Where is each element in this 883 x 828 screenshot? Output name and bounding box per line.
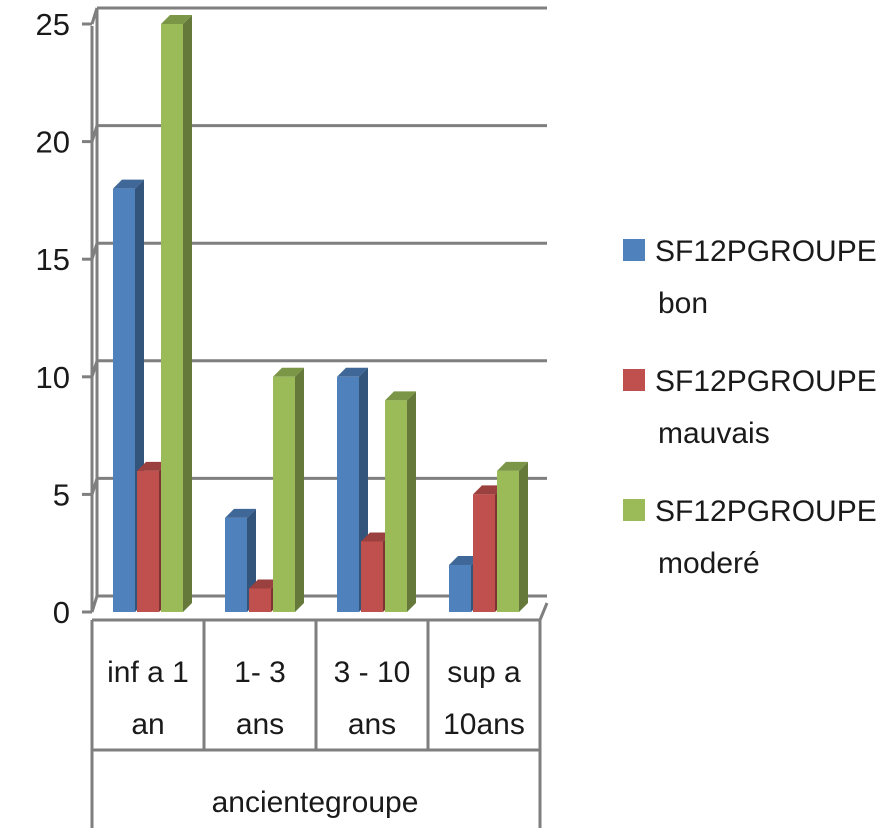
bar-top-3-0 (449, 555, 480, 565)
axes (82, 8, 549, 828)
bar-1-2 (273, 376, 295, 612)
y-tick-label-20: 20 (36, 125, 70, 160)
category-labels: inf a 1 an 1- 3 ans 3 - 10 ans sup a 10ans (107, 656, 525, 741)
bar-side-0-2 (183, 15, 192, 612)
y-tick-label-15: 15 (36, 242, 70, 277)
category-label-3-0: sup a (447, 656, 521, 689)
bar-3-2 (497, 470, 519, 612)
bars (113, 15, 528, 612)
bar-top-2-2 (385, 391, 416, 401)
legend-label-0-1: bon (658, 287, 708, 320)
bar-0-1 (137, 470, 159, 612)
bar-2-1 (361, 541, 383, 612)
bar-0-2 (161, 24, 183, 612)
floor-right-edge (538, 602, 549, 621)
category-label-2-0: 3 - 10 (334, 656, 411, 689)
y-tick-label-0: 0 (53, 595, 70, 630)
bar-3-0 (449, 564, 471, 612)
category-label-3-1: 10ans (443, 708, 525, 741)
bar-3-1 (473, 494, 495, 612)
category-label-0-1: an (131, 708, 164, 741)
y-tick-label-10: 10 (36, 360, 70, 395)
legend-label-2-0: SF12PGROUPE (655, 495, 877, 528)
bar-top-3-2 (497, 461, 528, 471)
bar-top-3-1 (473, 485, 504, 495)
bar-top-0-1 (137, 461, 168, 471)
category-label-0-0: inf a 1 (107, 656, 189, 689)
y-tick-label-25: 25 (36, 7, 70, 42)
bar-side-2-2 (407, 391, 416, 612)
bar-top-2-1 (361, 532, 392, 542)
legend-swatch-1 (623, 369, 645, 391)
bar-1-0 (225, 517, 247, 612)
legend: SF12PGROUPE bon SF12PGROUPE mauvais SF12PGRO… (623, 235, 877, 580)
bar-2-2 (385, 400, 407, 612)
bar-1-1 (249, 588, 271, 612)
legend-label-0-0: SF12PGROUPE (655, 235, 877, 268)
category-label-1-0: 1- 3 (234, 656, 286, 689)
legend-label-1-1: mauvais (658, 417, 770, 450)
legend-label-2-1: moderé (658, 547, 760, 580)
y-tick-labels: 0 5 10 15 20 25 (36, 7, 70, 630)
legend-label-1-0: SF12PGROUPE (655, 365, 877, 398)
bar-top-2-0 (337, 367, 368, 377)
bar-0-0 (113, 188, 135, 612)
bar-side-3-2 (519, 461, 528, 612)
y-tick-label-5: 5 (53, 477, 70, 512)
bar-top-1-0 (225, 508, 256, 518)
bar-2-0 (337, 376, 359, 612)
group-axis-label: ancientegroupe (212, 786, 419, 819)
bar-top-1-2 (273, 367, 304, 377)
category-label-2-1: ans (348, 708, 396, 741)
legend-swatch-0 (623, 239, 645, 261)
bar-top-1-1 (249, 579, 280, 589)
bar-side-1-2 (295, 367, 304, 612)
category-label-1-1: ans (236, 708, 284, 741)
bar-top-0-0 (113, 179, 144, 189)
bar-top-0-2 (161, 15, 192, 24)
legend-swatch-2 (623, 499, 645, 521)
